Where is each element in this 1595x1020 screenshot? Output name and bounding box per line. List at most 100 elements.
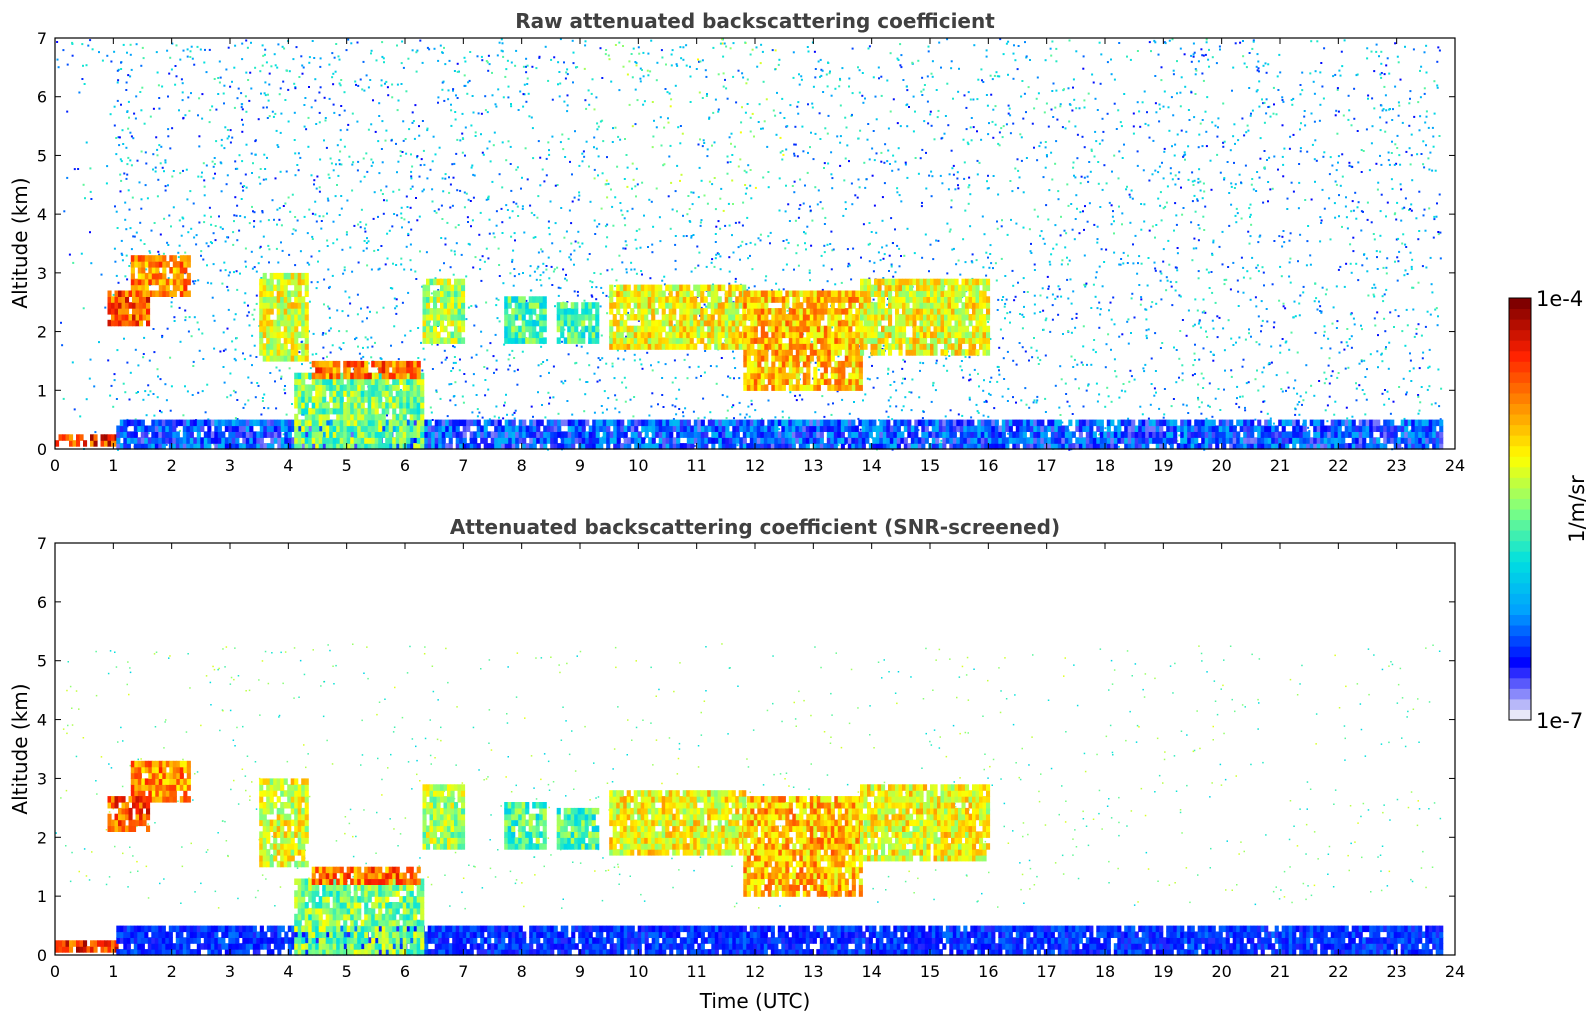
top-noise-pixel (740, 121, 743, 124)
top-noise-pixel (292, 58, 295, 61)
top-noise-pixel (1241, 395, 1244, 398)
top-noise-pixel (864, 97, 866, 100)
top-noise-pixel (1060, 378, 1063, 381)
top-noise-pixel (125, 146, 128, 149)
top-noise-pixel (381, 41, 384, 44)
top-noise-pixel (339, 129, 342, 132)
top-noise-pixel (1271, 187, 1274, 190)
top-noise-pixel (244, 403, 247, 406)
top-noise-pixel (234, 417, 237, 420)
top-noise-pixel (1428, 207, 1431, 210)
top-noise-pixel (551, 242, 554, 245)
top-noise-pixel (1385, 64, 1388, 67)
top-noise-pixel (1224, 369, 1226, 372)
top-noise-pixel (801, 125, 804, 128)
top-noise-pixel (1130, 332, 1132, 334)
top-noise-pixel (1306, 150, 1309, 153)
top-noise-pixel (792, 76, 795, 79)
top-noise-pixel (597, 366, 600, 369)
top-noise-pixel (556, 266, 559, 269)
top-noise-pixel (557, 294, 560, 297)
top-noise-pixel (1154, 370, 1157, 372)
top-noise-pixel (1382, 266, 1385, 269)
top-noise-pixel (1072, 366, 1075, 368)
top-noise-pixel (1057, 190, 1060, 193)
top-noise-pixel (239, 182, 242, 185)
top-noise-pixel (1389, 412, 1392, 415)
top-noise-pixel (1183, 154, 1185, 157)
top-noise-pixel (1201, 72, 1204, 75)
top-noise-pixel (722, 55, 725, 58)
top-noise-pixel (370, 164, 373, 167)
top-noise-pixel (82, 64, 84, 67)
top-noise-pixel (671, 49, 674, 52)
top-noise-pixel (1306, 240, 1309, 243)
top-noise-pixel (1119, 263, 1122, 266)
top-noise-pixel (421, 120, 424, 122)
top-noise-pixel (288, 70, 291, 73)
top-noise-pixel (1199, 180, 1202, 183)
top-noise-pixel (578, 191, 581, 194)
top-noise-pixel (1100, 248, 1103, 251)
top-noise-pixel (1172, 73, 1175, 76)
top-noise-pixel (1283, 147, 1286, 150)
top-noise-pixel (1260, 324, 1263, 327)
top-noise-pixel (976, 410, 979, 413)
top-noise-pixel (1289, 257, 1292, 260)
top-noise-pixel (1190, 91, 1193, 94)
top-noise-pixel (725, 45, 728, 48)
top-noise-pixel (1369, 353, 1372, 356)
top-noise-pixel (328, 285, 331, 288)
top-noise-pixel (1183, 151, 1186, 154)
top-noise-pixel (307, 116, 310, 119)
top-noise-pixel (365, 152, 368, 155)
top-noise-pixel (719, 227, 722, 230)
top-noise-pixel (618, 41, 621, 44)
top-noise-pixel (1426, 388, 1429, 391)
top-noise-pixel (682, 411, 684, 414)
top-noise-pixel (998, 346, 1001, 349)
top-noise-pixel (779, 151, 782, 154)
top-noise-pixel (725, 417, 728, 420)
top-noise-pixel (444, 177, 447, 180)
top-noise-pixel (1093, 155, 1096, 158)
top-noise-pixel (431, 419, 434, 421)
top-noise-pixel (1073, 358, 1076, 361)
top-noise-pixel (1168, 443, 1171, 446)
top-noise-pixel (732, 251, 735, 254)
top-noise-pixel (327, 173, 330, 176)
top-noise-pixel (921, 417, 924, 420)
top-noise-pixel (982, 266, 985, 269)
top-noise-pixel (193, 282, 196, 285)
top-noise-pixel (1272, 326, 1275, 329)
top-noise-pixel (330, 162, 333, 165)
top-noise-pixel (597, 174, 599, 177)
top-noise-pixel (1181, 364, 1184, 367)
top-noise-pixel (135, 231, 138, 234)
top-noise-pixel (809, 146, 811, 149)
top-noise-pixel (294, 152, 297, 155)
top-noise-pixel (1300, 122, 1302, 125)
top-noise-pixel (452, 395, 455, 398)
top-noise-pixel (235, 337, 238, 340)
top-noise-pixel (433, 47, 436, 50)
top-noise-pixel (1199, 189, 1202, 192)
top-noise-pixel (1281, 96, 1284, 99)
top-noise-pixel (1194, 210, 1197, 213)
top-noise-pixel (279, 170, 282, 173)
top-noise-pixel (257, 262, 260, 265)
top-noise-pixel (181, 99, 184, 102)
top-noise-pixel (674, 268, 677, 271)
top-noise-pixel (362, 355, 365, 358)
top-noise-pixel (700, 179, 703, 182)
top-noise-pixel (611, 268, 614, 271)
top-noise-pixel (1126, 262, 1129, 264)
top-noise-pixel (860, 256, 862, 259)
top-noise-pixel (1328, 173, 1331, 176)
top-noise-pixel (1194, 93, 1197, 95)
top-noise-pixel (1281, 390, 1284, 393)
top-noise-pixel (957, 259, 960, 262)
top-noise-pixel (537, 364, 540, 367)
top-noise-pixel (1192, 325, 1195, 328)
top-noise-pixel (1434, 402, 1437, 405)
